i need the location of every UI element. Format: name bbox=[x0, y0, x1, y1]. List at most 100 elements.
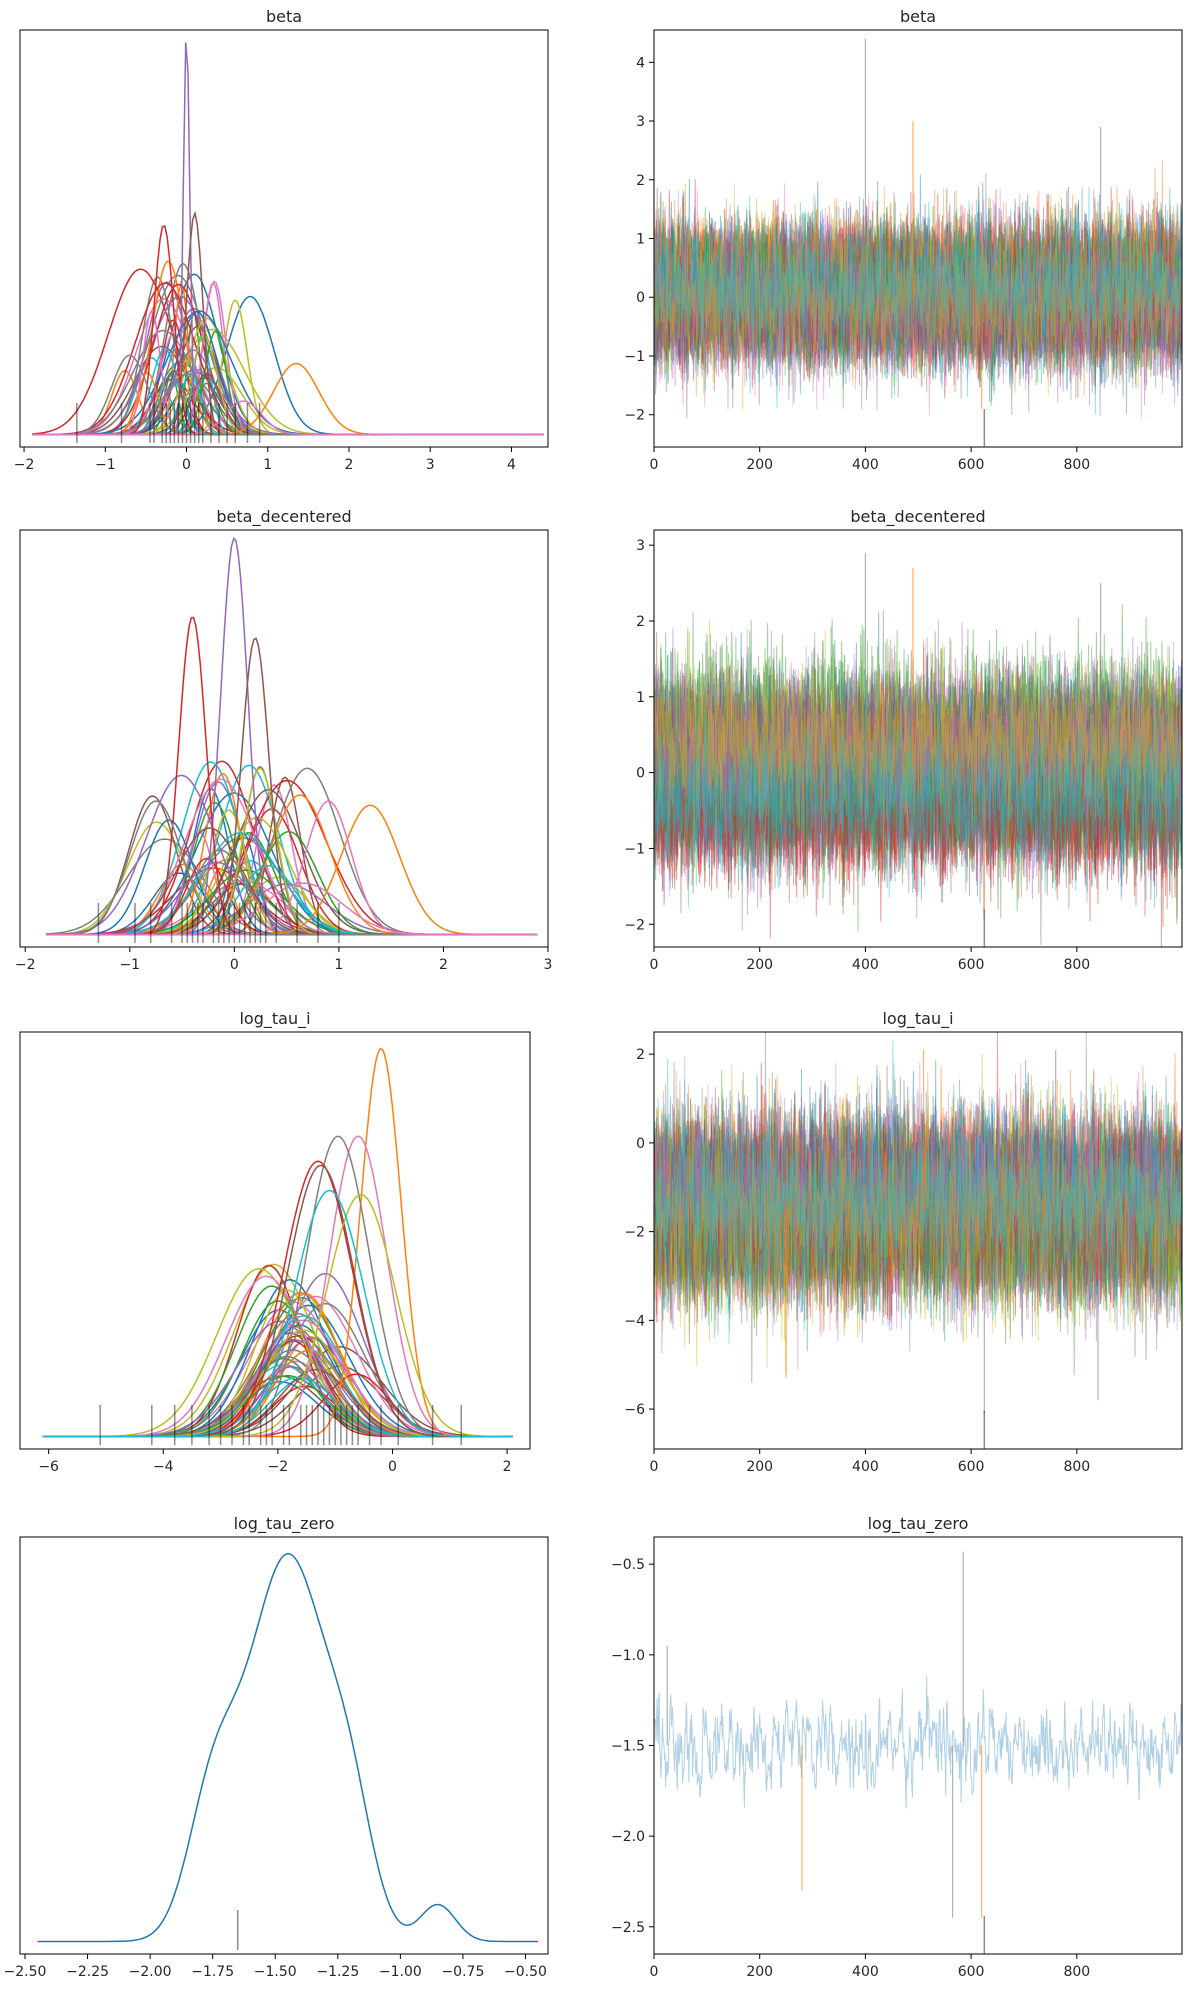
beta-density-xtick-label-0: −2 bbox=[14, 457, 35, 473]
log-tau-zero-density-xtick-label-2: −2.00 bbox=[129, 1964, 172, 1980]
beta-trace-chain-24 bbox=[654, 198, 1182, 384]
beta-decentered-trace-chain-40 bbox=[654, 652, 1182, 878]
log-tau-i-trace-chain-12 bbox=[654, 1097, 1182, 1339]
beta-density-series-36 bbox=[32, 280, 544, 436]
beta-decentered-density-panel: beta_decentered −2 −1 0 1 2 3 bbox=[15, 507, 553, 973]
beta-trace-ytick-label-3: 1 bbox=[636, 232, 645, 248]
log-tau-i-trace-chain-1 bbox=[654, 1052, 1182, 1288]
beta-decentered-trace-chain-5 bbox=[654, 668, 1182, 890]
log-tau-zero-trace-xtick-label-3: 600 bbox=[958, 1964, 985, 1980]
beta-decentered-trace-panel: beta_decentered 0 200 400 600 800 −2 −1 0 1 2 3 bbox=[624, 507, 1183, 973]
beta-decentered-trace-chain-44 bbox=[654, 632, 1182, 855]
beta-density-xtick-label-5: 3 bbox=[426, 457, 435, 473]
beta-density-series-21 bbox=[32, 367, 544, 436]
beta-trace-chain-1 bbox=[654, 198, 1182, 386]
log-tau-i-density-series-56 bbox=[42, 1189, 513, 1438]
beta-decentered-trace-frame bbox=[653, 529, 1183, 948]
log-tau-i-trace-chain-25 bbox=[654, 1093, 1182, 1332]
beta-decentered-trace-chain-23 bbox=[654, 694, 1182, 922]
beta-trace-chain-48 bbox=[654, 210, 1182, 410]
log-tau-i-density-xtick-label-4: 2 bbox=[503, 1459, 512, 1475]
log-tau-i-density-xtick-label-3: 0 bbox=[388, 1459, 397, 1475]
beta-decentered-trace-chain-10 bbox=[654, 658, 1182, 869]
beta-density-xtick-label-6: 4 bbox=[507, 457, 516, 473]
beta-density-series-5 bbox=[32, 345, 544, 436]
beta-decentered-trace-xtick-label-2: 400 bbox=[852, 957, 879, 973]
beta-density-series-48 bbox=[32, 334, 544, 436]
log-tau-zero-density-plot-area bbox=[37, 1552, 538, 1950]
beta-trace-chain-37 bbox=[654, 189, 1182, 379]
log-tau-i-trace-chain-8 bbox=[654, 1053, 1182, 1317]
beta-decentered-density-series-55 bbox=[46, 800, 538, 936]
log-tau-i-trace-chain-18 bbox=[654, 1144, 1182, 1368]
log-tau-i-trace-chain-4 bbox=[654, 1118, 1182, 1343]
beta-decentered-density-series-13 bbox=[46, 808, 538, 936]
log-tau-i-trace-xtick-label-4: 800 bbox=[1063, 1459, 1090, 1475]
beta-decentered-trace-chain-17 bbox=[654, 637, 1182, 869]
beta-decentered-trace-chain-1 bbox=[654, 649, 1182, 881]
beta-decentered-trace-ytick-label-4: 2 bbox=[636, 614, 645, 630]
beta-trace-chain-26 bbox=[654, 199, 1182, 407]
log-tau-i-trace-chain-33 bbox=[654, 1032, 1182, 1302]
log-tau-i-trace-ytick-label-1: −4 bbox=[624, 1313, 645, 1329]
log-tau-zero-trace-xtick-label-2: 400 bbox=[852, 1964, 879, 1980]
log-tau-i-density-series-12 bbox=[42, 1357, 513, 1438]
beta-decentered-trace-chain-37 bbox=[654, 630, 1182, 865]
beta-trace-chain-0 bbox=[654, 174, 1182, 373]
beta-density-series-28 bbox=[32, 328, 544, 436]
beta-trace-chain-23 bbox=[654, 220, 1182, 379]
beta-decentered-trace-chain-27 bbox=[654, 655, 1182, 887]
log-tau-i-trace-chain-24 bbox=[654, 1115, 1182, 1350]
beta-decentered-trace-ytick-label-1: −1 bbox=[624, 841, 645, 857]
log-tau-i-trace-chain-6 bbox=[654, 1056, 1182, 1303]
beta-decentered-density-xtick-label-2: 0 bbox=[230, 957, 239, 973]
beta-trace-chain-31 bbox=[654, 190, 1182, 394]
log-tau-zero-trace-xtick-label-0: 0 bbox=[650, 1964, 659, 1980]
beta-trace-chain-6 bbox=[654, 183, 1182, 359]
beta-trace-ytick-label-6: 4 bbox=[636, 55, 645, 71]
log-tau-zero-density-xtick-label-8: −0.50 bbox=[504, 1964, 547, 1980]
beta-trace-chain-4 bbox=[654, 223, 1182, 410]
log-tau-i-density-series-52 bbox=[42, 1135, 513, 1438]
beta-trace-chain-3 bbox=[654, 208, 1182, 392]
log-tau-i-trace-chain-45 bbox=[654, 1103, 1182, 1361]
log-tau-i-trace-xtick-label-2: 400 bbox=[852, 1459, 879, 1475]
log-tau-i-trace-chain-21 bbox=[654, 1070, 1182, 1334]
log-tau-i-density-panel: log_tau_i −6 −4 −2 0 2 bbox=[19, 1009, 531, 1475]
beta-decentered-trace-chain-7 bbox=[654, 659, 1182, 876]
log-tau-i-trace-chain-2 bbox=[654, 1076, 1182, 1342]
log-tau-i-trace-chain-23 bbox=[654, 1093, 1182, 1323]
beta-decentered-trace-ytick-label-0: −2 bbox=[624, 917, 645, 933]
log-tau-i-trace-xtick-label-3: 600 bbox=[958, 1459, 985, 1475]
beta-decentered-trace-chain-15 bbox=[654, 660, 1182, 894]
log-tau-zero-trace-ytick-label-0: −2.5 bbox=[611, 1920, 645, 1936]
beta-decentered-trace-ytick-label-3: 1 bbox=[636, 690, 645, 706]
beta-trace-chain-5 bbox=[654, 208, 1182, 399]
beta-decentered-trace-chain-12 bbox=[654, 611, 1182, 825]
beta-trace-chain-35 bbox=[654, 187, 1182, 382]
beta-decentered-density-plot-area bbox=[46, 536, 538, 943]
beta-decentered-density-xtick-label-3: 1 bbox=[334, 957, 343, 973]
log-tau-i-trace-chain-48 bbox=[654, 1095, 1182, 1331]
log-tau-zero-density-frame bbox=[19, 1536, 549, 1955]
beta-trace-chain-36 bbox=[654, 214, 1182, 416]
beta-trace-chain-11 bbox=[654, 191, 1182, 397]
beta-decentered-trace-chain-32 bbox=[654, 664, 1182, 873]
beta-density-series-11 bbox=[32, 280, 544, 436]
log-tau-i-trace-xtick-label-1: 200 bbox=[746, 1459, 773, 1475]
log-tau-i-density-xtick-label-1: −4 bbox=[153, 1459, 174, 1475]
log-tau-zero-trace-chain-0 bbox=[654, 1676, 1182, 1809]
beta-decentered-trace-chain-29 bbox=[654, 675, 1182, 908]
log-tau-zero-density-xtick-label-6: −1.00 bbox=[379, 1964, 422, 1980]
beta-density-series-8 bbox=[32, 366, 544, 436]
beta-decentered-trace-chain-30 bbox=[654, 612, 1182, 851]
log-tau-i-trace-chain-49 bbox=[654, 1079, 1182, 1339]
beta-decentered-trace-chain-35 bbox=[654, 704, 1182, 947]
log-tau-i-trace-chain-38 bbox=[654, 1105, 1182, 1374]
beta-decentered-trace-xtick-label-1: 200 bbox=[746, 957, 773, 973]
beta-trace-chain-39 bbox=[654, 194, 1182, 364]
log-tau-i-trace-chain-10 bbox=[654, 1094, 1182, 1323]
beta-trace-chain-29 bbox=[654, 189, 1182, 397]
beta-trace-chain-45 bbox=[654, 202, 1182, 418]
beta-decentered-trace-chain-42 bbox=[654, 701, 1182, 932]
